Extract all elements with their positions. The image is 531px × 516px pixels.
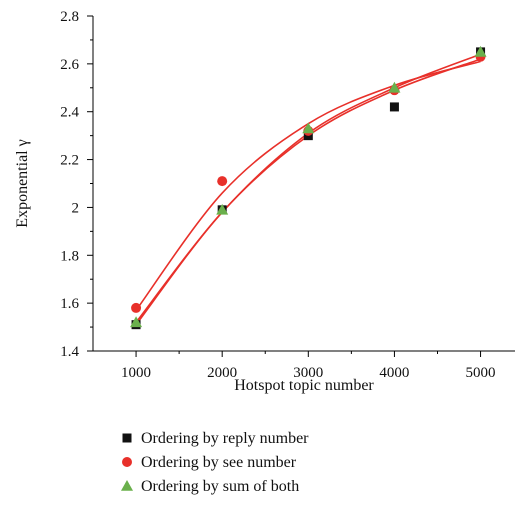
legend-label: Ordering by see number bbox=[141, 454, 297, 471]
data-points bbox=[130, 45, 487, 330]
fit-line bbox=[135, 53, 481, 323]
y-tick-label: 2.2 bbox=[60, 153, 79, 169]
fit-line bbox=[135, 60, 481, 311]
legend-marker-triangle bbox=[121, 480, 133, 491]
data-point-triangle bbox=[130, 316, 143, 328]
fit-lines bbox=[135, 53, 481, 326]
legend-marker-square bbox=[122, 433, 132, 443]
data-point-triangle bbox=[388, 81, 401, 93]
x-ticks: 1000 2000 3000 4000 5000 bbox=[121, 351, 496, 381]
data-point-square bbox=[389, 102, 399, 112]
legend: Ordering by reply number Ordering by see … bbox=[121, 430, 309, 495]
x-axis-title: Hotspot topic number bbox=[234, 377, 374, 394]
fit-line bbox=[135, 58, 481, 326]
y-tick-label: 2.4 bbox=[60, 105, 79, 121]
y-tick-label: 1.6 bbox=[60, 296, 79, 312]
y-tick-label: 2.8 bbox=[60, 9, 79, 25]
data-point-triangle bbox=[216, 203, 229, 215]
axes bbox=[92, 16, 515, 352]
x-tick-label: 2000 bbox=[207, 365, 237, 381]
legend-marker-circle bbox=[122, 457, 132, 467]
legend-label: Ordering by sum of both bbox=[141, 478, 299, 495]
y-axis-title: Exponential γ bbox=[14, 139, 31, 227]
data-point-circle bbox=[131, 302, 142, 313]
y-tick-label: 1.8 bbox=[60, 248, 79, 264]
x-tick-label: 5000 bbox=[466, 365, 496, 381]
legend-label: Ordering by reply number bbox=[141, 430, 309, 447]
y-tick-label: 2 bbox=[72, 200, 80, 216]
data-point-triangle bbox=[302, 122, 315, 134]
data-point-circle bbox=[217, 176, 228, 187]
y-tick-label: 1.4 bbox=[60, 344, 79, 360]
data-point-triangle bbox=[474, 45, 487, 57]
y-tick-label: 2.6 bbox=[60, 57, 79, 73]
y-ticks: 1.4 1.6 1.8 2 2.2 2.4 2.6 2.8 bbox=[60, 9, 93, 360]
x-tick-label: 4000 bbox=[379, 365, 409, 381]
x-tick-label: 3000 bbox=[293, 365, 323, 381]
x-tick-label: 1000 bbox=[121, 365, 151, 381]
